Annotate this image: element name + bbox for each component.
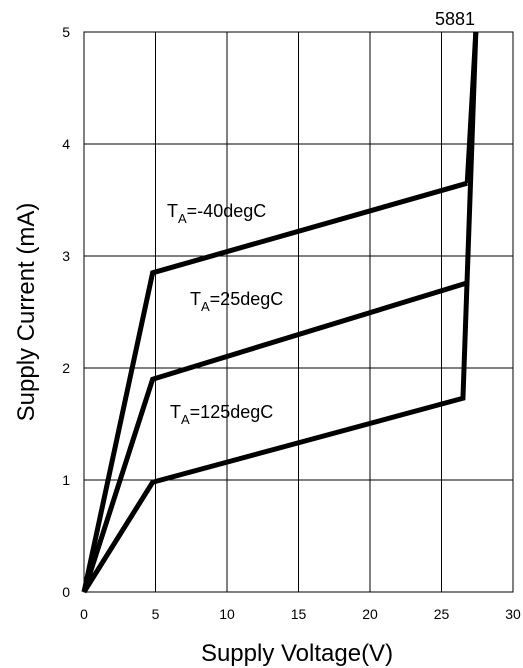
y-axis-title: Supply Current (mA) [13,203,40,422]
y-tick-label-3: 3 [62,248,70,264]
series-line-25 [81,280,468,593]
x-axis-title: Supply Voltage(V) [201,640,393,667]
series-line-125 [81,31,479,594]
x-tick-label-15: 15 [291,606,307,622]
series-lines [81,31,479,594]
grid [84,32,513,592]
series-line-minus40 [81,180,468,593]
y-tick-label-4: 4 [62,136,70,152]
x-tick-label-20: 20 [362,606,378,622]
x-tick-labels: 0 5 10 15 20 25 30 [80,606,521,622]
y-tick-label-2: 2 [62,360,70,376]
series-label-25: TA=25degC [190,289,283,314]
breakdown-rise-line [464,31,479,184]
model-label: 5881 [435,9,475,29]
series-label-minus40: TA=-40degC [167,201,266,226]
series-label-125: TA=125degC [170,402,273,427]
x-tick-label-10: 10 [219,606,235,622]
plot-frame [83,31,514,593]
x-tick-label-30: 30 [505,606,521,622]
y-tick-label-1: 1 [62,472,70,488]
x-tick-label-0: 0 [80,606,88,622]
y-tick-label-5: 5 [62,24,70,40]
y-tick-label-0: 0 [62,584,70,600]
x-tick-label-5: 5 [152,606,160,622]
y-tick-labels: 0 1 2 3 4 5 [62,24,70,600]
x-tick-label-25: 25 [434,606,450,622]
